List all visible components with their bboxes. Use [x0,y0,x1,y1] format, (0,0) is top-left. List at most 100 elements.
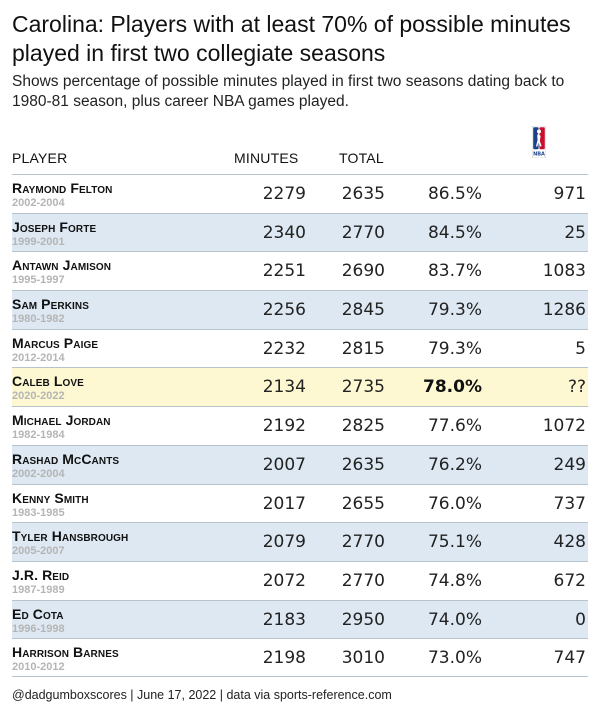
percent-value: 77.6% [427,416,482,437]
player-years: 2010-2012 [12,661,65,674]
total-value: 2770 [341,532,385,553]
minutes-value: 2072 [262,570,306,591]
total-value: 2770 [341,570,385,591]
table-header: PLAYER MINUTES TOTAL NBA [12,118,588,174]
chart-title: Carolina: Players with at least 70% of p… [12,11,571,66]
nba-games-value: 428 [553,532,586,553]
player-years: 1999-2001 [12,235,65,248]
total-value: 2825 [341,416,385,437]
minutes-value: 2192 [262,416,306,437]
player-name: Kenny Smith [12,489,89,506]
svg-text:NBA: NBA [533,152,545,158]
percent-value: 76.2% [427,454,482,475]
column-header-player: PLAYER [12,150,68,166]
table-row: Joseph Forte 1999-2001 2340 2770 84.5% 25 [12,212,588,252]
table-row: Marcus Paige 2012-2014 2232 2815 79.3% 5 [12,328,588,368]
player-name: Caleb Love [12,373,84,390]
percent-value: 76.0% [427,493,482,514]
percent-value: 73.0% [427,648,482,669]
minutes-value: 2198 [262,648,306,669]
percent-value: 78.0% [423,377,482,398]
chart-subtitle: Shows percentage of possible minutes pla… [12,73,565,110]
player-years: 1980-1982 [12,313,65,326]
nba-games-value: 747 [553,648,586,669]
player-name: Joseph Forte [12,218,97,235]
percent-value: 74.0% [427,609,482,630]
player-years: 1983-1985 [12,506,65,519]
column-header-total: TOTAL [339,150,384,166]
nba-games-value: 0 [575,609,586,630]
nba-games-value: 672 [553,570,586,591]
nba-games-value: 1072 [542,416,586,437]
nba-games-value: ?? [567,377,586,398]
percent-value: 79.3% [427,338,482,359]
player-name: Tyler Hansbrough [12,528,129,545]
player-years: 1995-1997 [12,274,65,287]
nba-games-value: 1083 [542,261,586,282]
table-row: Harrison Barnes 2010-2012 2198 3010 73.0% 747 [12,638,588,677]
nba-games-value: 737 [553,493,586,514]
player-name: Ed Cota [12,605,64,622]
total-value: 2635 [341,454,385,475]
player-name: Rashad McCants [12,450,120,467]
player-years: 2020-2022 [12,390,65,403]
table-row: J.R. Reid 1987-1989 2072 2770 74.8% 672 [12,560,588,600]
player-years: 2005-2007 [12,545,65,558]
total-value: 2735 [341,377,385,398]
minutes-value: 2251 [262,261,306,282]
total-value: 3010 [341,648,385,669]
player-years: 2002-2004 [12,467,65,480]
nba-games-value: 25 [564,222,586,243]
nba-games-value: 971 [553,184,586,204]
nba-games-value: 1286 [542,300,586,321]
minutes-value: 2079 [262,532,306,553]
percent-value: 79.3% [427,300,482,321]
minutes-value: 2279 [262,184,306,204]
total-value: 2690 [341,261,385,282]
player-name: Antawn Jamison [12,257,112,274]
player-name: Raymond Felton [12,180,113,196]
player-years: 1996-1998 [12,622,65,635]
minutes-value: 2017 [262,493,306,514]
player-years: 2012-2014 [12,351,65,364]
player-name: Michael Jordan [12,412,111,429]
total-value: 2655 [341,493,385,514]
table-row: Ed Cota 1996-1998 2183 2950 74.0% 0 [12,599,588,639]
total-value: 2815 [341,338,385,359]
table-row: Caleb Love 2020-2022 2134 2735 78.0%?? [12,367,588,407]
total-value: 2950 [341,609,385,630]
percent-value: 75.1% [427,532,482,553]
column-header-minutes: MINUTES [234,150,299,166]
player-name: Marcus Paige [12,334,99,351]
player-years: 1987-1989 [12,583,65,596]
table-row: Sam Perkins 1980-1982 2256 2845 79.3% 1286 [12,290,588,329]
player-name: Sam Perkins [12,296,90,313]
player-name: J.R. Reid [12,566,70,583]
table-row: Antawn Jamison 1995-1997 2251 2690 83.7% 1083 [12,251,588,290]
percent-value: 83.7% [427,261,482,282]
nba-games-value: 5 [575,338,586,359]
nba-logo-icon: NBA [532,126,546,158]
table-row: Kenny Smith 1983-1985 2017 2655 76.0% 737 [12,483,588,523]
table-row: Michael Jordan 1982-1984 2192 2825 77.6% 1072 [12,406,588,445]
players-table: Raymond Felton 2002-2004 2279 2635 86.5% 971 J… [12,174,588,677]
nba-games-value: 249 [553,454,586,475]
table-row: Rashad McCants 2002-2004 2007 2635 76.2% 249 [12,444,588,484]
percent-value: 84.5% [427,222,482,243]
minutes-value: 2007 [262,454,306,475]
player-years: 1982-1984 [12,429,65,442]
minutes-value: 2256 [262,300,306,321]
minutes-value: 2340 [262,222,306,243]
total-value: 2635 [341,184,385,204]
total-value: 2770 [341,222,385,243]
minutes-value: 2232 [262,338,306,359]
table-row: Raymond Felton 2002-2004 2279 2635 86.5% 971 [12,174,588,213]
player-years: 2002-2004 [12,197,65,209]
total-value: 2845 [341,300,385,321]
percent-value: 86.5% [427,184,482,204]
player-name: Harrison Barnes [12,644,119,661]
footer-credit: @dadgumboxscores | June 17, 2022 | data … [12,688,392,702]
percent-value: 74.8% [427,570,482,591]
table-row: Tyler Hansbrough 2005-2007 2079 2770 75.1% 42… [12,522,588,561]
minutes-value: 2134 [262,377,306,398]
